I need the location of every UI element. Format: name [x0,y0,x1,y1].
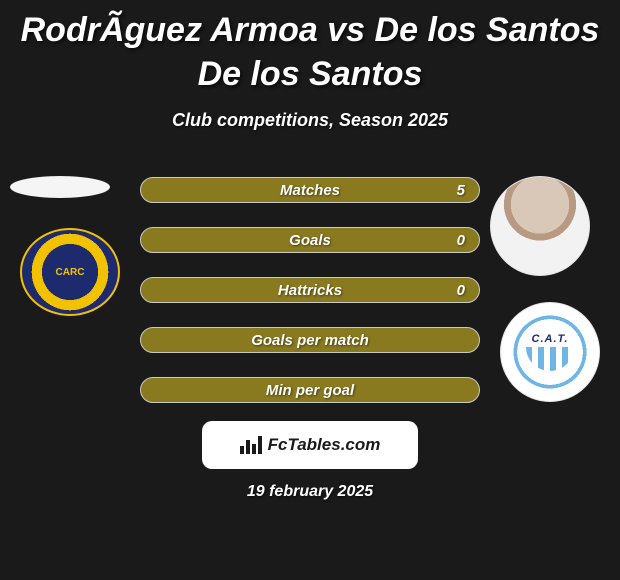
stat-row: Matches 5 [140,177,480,203]
stat-row: Hattricks 0 [140,277,480,303]
stat-label: Hattricks [278,282,342,299]
stat-row: Min per goal [140,377,480,403]
stat-label: Goals [289,232,331,249]
date-text: 19 february 2025 [0,483,620,501]
stat-label: Min per goal [266,382,354,399]
bar-chart-icon [240,436,262,454]
stat-value: 0 [457,282,465,299]
subtitle: Club competitions, Season 2025 [0,110,620,131]
club-right-logo: C.A.T. [500,302,600,402]
stat-label: Goals per match [251,332,369,349]
page-title: RodrÃ­guez Armoa vs De los Santos De los… [0,8,620,96]
stat-row: Goals per match [140,327,480,353]
player-left-avatar [10,176,110,198]
club-right-stripes [526,347,574,371]
club-left-abbrev: CARC [56,267,85,278]
footer-badge[interactable]: FcTables.com [202,421,418,469]
stat-row: Goals 0 [140,227,480,253]
club-right-abbrev: C.A.T. [532,333,569,345]
stat-label: Matches [280,182,340,199]
stat-value: 0 [457,232,465,249]
player-right-avatar [490,176,590,276]
footer-brand-text: FcTables.com [268,435,381,455]
stat-value: 5 [457,182,465,199]
club-left-logo: CARC [20,228,120,316]
